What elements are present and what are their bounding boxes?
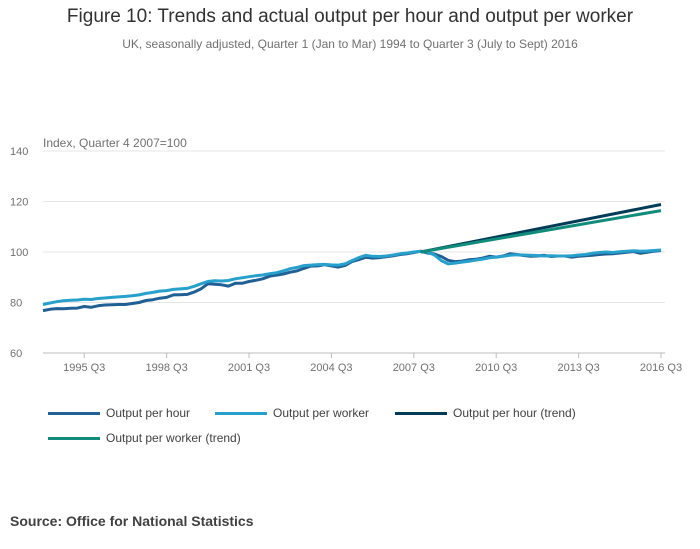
y-tick-label: 100 bbox=[10, 247, 28, 259]
y-tick-label: 120 bbox=[10, 197, 28, 209]
x-tick-label: 2010 Q3 bbox=[475, 362, 517, 374]
chart-title: Figure 10: Trends and actual output per … bbox=[66, 6, 634, 27]
legend-swatch bbox=[48, 436, 100, 440]
x-axis: 1995 Q3 1998 Q3 2001 Q3 2004 Q3 2007 Q3 2010 … bbox=[63, 353, 682, 374]
series-line-output-per-worker bbox=[42, 248, 662, 306]
series-lines bbox=[42, 203, 662, 313]
legend-swatch bbox=[48, 411, 100, 415]
x-tick-label: 2007 Q3 bbox=[393, 362, 435, 374]
y-tick-label: 80 bbox=[10, 298, 22, 310]
x-tick-label: 1995 Q3 bbox=[63, 362, 105, 374]
legend-label: Output per hour (trend) bbox=[453, 406, 576, 420]
legend-swatch bbox=[215, 411, 267, 415]
y-axis: 60 80 100 120 140 bbox=[10, 146, 28, 360]
chart-subtitle: UK, seasonally adjusted, Quarter 1 (Jan … bbox=[122, 37, 578, 51]
legend-item-output-per-worker: Output per worker bbox=[215, 406, 369, 420]
x-tick-label: 2016 Q3 bbox=[640, 362, 682, 374]
legend-item-output-per-hour: Output per hour bbox=[48, 406, 190, 420]
legend-item-output-per-hour-trend: Output per hour (trend) bbox=[395, 406, 576, 420]
legend-label: Output per hour bbox=[106, 406, 191, 420]
x-tick-label: 2004 Q3 bbox=[310, 362, 352, 374]
legend-label: Output per worker (trend) bbox=[106, 431, 241, 445]
x-tick-label: 2001 Q3 bbox=[228, 362, 270, 374]
y-axis-label: Index, Quarter 4 2007=100 bbox=[43, 136, 187, 150]
gridlines bbox=[43, 150, 665, 303]
legend-item-output-per-worker-trend: Output per worker (trend) bbox=[48, 431, 241, 445]
legend-swatch bbox=[395, 411, 447, 415]
source-note: Source: Office for National Statistics bbox=[10, 513, 254, 529]
y-tick-label: 140 bbox=[10, 146, 28, 158]
series-line-output-per-worker-trend bbox=[420, 209, 662, 254]
y-tick-label: 60 bbox=[10, 348, 22, 360]
legend-label: Output per worker bbox=[273, 406, 370, 420]
x-tick-label: 2013 Q3 bbox=[557, 362, 599, 374]
x-tick-label: 1998 Q3 bbox=[145, 362, 187, 374]
